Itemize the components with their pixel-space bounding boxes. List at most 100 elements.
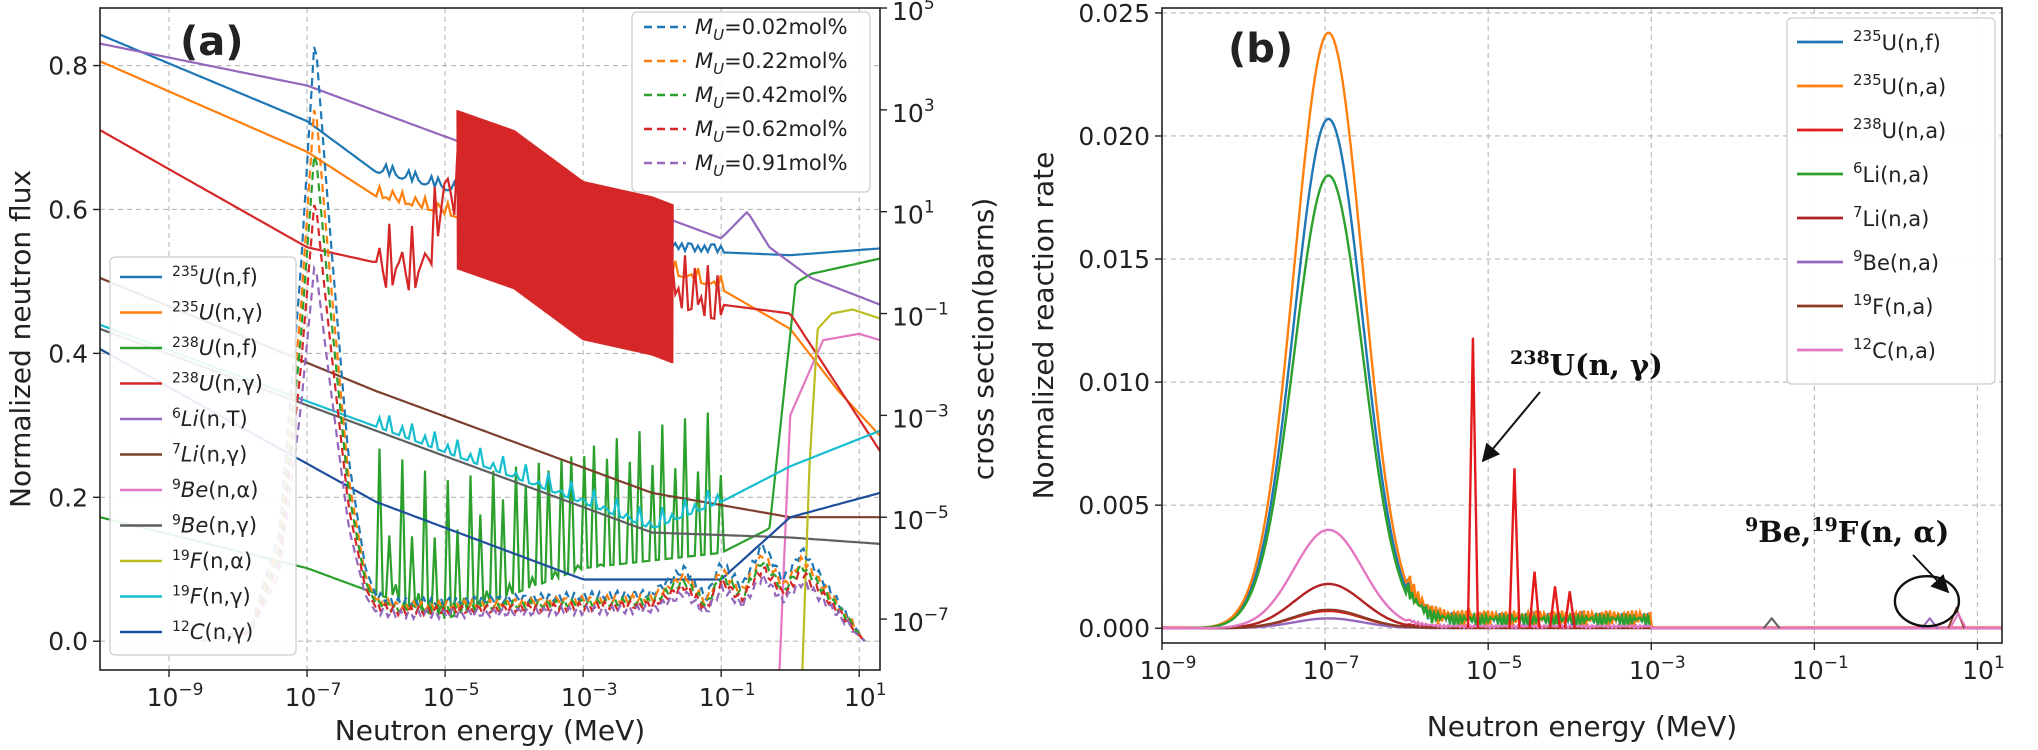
b-x-tick-label-1: 10−7 [1303,653,1360,685]
a-flux-curve-0 [201,46,866,643]
b-plot-area [1162,31,2002,631]
a-cross-section-curve-8 [801,308,880,670]
a-legend-flux: MU=0.02mol%MU=0.22mol%MU=0.42mol%MU=0.62… [631,11,871,193]
b-x-tick-label-2: 10−5 [1466,653,1523,685]
a-legend-cs-label-9: 19F(n,γ) [172,584,251,609]
b-annotation-u238-text: U(n, γ) [1550,348,1663,382]
b-annotation-be-f: 9Be,19F(n, α) [1745,514,1949,549]
a-legend-flux-label-1-sub: U [713,60,724,78]
a-y-axis-title: Normalized neutron flux [4,170,37,508]
b-resonance-peak-1 [1508,468,1521,629]
b-x-tick-label-2-base: 10 [1466,656,1498,685]
a-legend-flux-label-2: MU=0.42mol% [695,83,848,112]
b-legend-label-3-reaction: (n,a) [1880,163,1929,187]
a-legend-cs-label-0-mass: 235 [172,264,199,280]
a-y2-tick-label-4: 10−3 [892,401,949,433]
b-high-energy-bump-3 [1949,611,1968,629]
a-y-tick-label-3: 0.6 [48,195,88,224]
a-legend-cs-label-6-reaction: (n,α) [208,478,258,502]
b-resonance-peak-0 [1466,337,1480,629]
a-y2-tick-label-1-exp: 3 [924,96,935,116]
b-legend-label-6-mass: 19 [1853,291,1872,309]
a-legend-flux-label-4-sub: U [713,162,724,180]
a-y2-tick-label-0-base: 10 [892,0,924,26]
a-legend-cs-label-2-element: U [199,336,214,360]
a-legend-flux-label-4-suffix: =0.91mol% [724,151,847,175]
a-legend-cs-label-5-element: Li [181,443,199,467]
b-y-tick-label-1: 0.005 [1078,491,1150,520]
a-flux-curve-1 [201,109,866,643]
b-axes-frame [1161,7,2003,644]
a-y2-axis-title: cross section(barns) [967,198,1000,480]
a-legend-flux-label-1-prefix: M [695,49,713,73]
b-legend-label-1-reaction: (n,a) [1897,75,1946,99]
a-y2-tick-label-2-exp: 1 [924,198,935,218]
a-legend-cs-label-4-mass: 6 [172,406,181,422]
b-legend-label-0: 235U(n,f) [1853,27,1941,55]
a-legend-cs-label-2-reaction: (n,f) [214,336,258,360]
a-y2-tick-label-2-base: 10 [892,201,924,230]
a-legend-cs-label-7-reaction: (n,γ) [208,514,257,538]
b-high-energy-bump-0 [1762,616,1781,629]
a-y2-tick-label-2: 101 [892,198,935,230]
b-series-curve-7 [1162,528,2002,631]
b-legend-label-0-mass: 235 [1853,27,1882,45]
a-legend-flux-label-0-suffix: =0.02mol% [724,15,847,39]
panel-a-chart: 10−9 10−7 10−5 10−3 10−1 1010.00.20.40.60.810… [4,0,1000,747]
a-x-tick-label-5-base: 10 [844,683,876,712]
b-legend-label-7: 12C(n,a) [1853,335,1936,363]
a-y2-tick-label-4-base: 10 [892,404,924,433]
a-y-tick-label-0: 0.0 [48,627,88,656]
b-legend-box [1786,17,1996,385]
a-legend-cs-label-9-reaction: (n,γ) [202,585,251,609]
a-legend-cs-label-6-element: Be [181,478,208,502]
b-legend: 235U(n,f)235U(n,a)238U(n,a)6Li(n,a)7Li(n… [1786,17,1996,385]
a-legend-cs-label-8-mass: 19 [172,548,190,564]
a-x-tick-label-2-base: 10 [423,683,455,712]
a-x-tick-label-3-exp: −3 [593,680,618,700]
a-legend-flux-label-0-sub: U [713,26,724,44]
b-annotation-u238: 238U(n, γ) [1510,347,1663,382]
a-x-tick-label-1-base: 10 [285,683,317,712]
a-legend-cross-sections: 235U(n,f)235U(n,γ)238U(n,f)238U(n,γ)6Li(… [109,256,297,656]
panel-b-chart: 10−9 10−7 10−5 10−3 10−1 1010.0000.0050.0100.… [1027,0,2005,743]
b-annotation-u238-mass: 238 [1510,347,1550,369]
b-legend-label-3: 6Li(n,a) [1853,159,1929,187]
b-annotation-be-mass: 9 [1745,514,1758,536]
b-legend-label-1-mass: 235 [1853,71,1882,89]
a-y2-tick-label-6-exp: −7 [924,605,949,625]
b-legend-label-0-reaction: (n,f) [1897,31,1941,55]
b-x-tick-label-0-exp: −9 [1171,653,1196,673]
a-legend-cs-label-0-element: U [199,265,214,289]
a-legend-flux-label-3-prefix: M [695,117,713,141]
a-flux-curve-3 [201,204,866,643]
a-legend-cs-label-4-reaction: (n,T) [198,407,247,431]
b-legend-label-5-mass: 9 [1853,247,1863,265]
a-y2-tick-label-1: 103 [892,96,935,128]
a-y2-tick-label-0: 105 [892,0,935,26]
a-x-tick-label-1-exp: −7 [316,680,341,700]
a-legend-flux-label-0-prefix: M [695,15,713,39]
a-x-tick-label-3-base: 10 [561,683,593,712]
a-axes-frame [99,7,881,671]
b-x-tick-label-3-base: 10 [1629,656,1661,685]
b-legend-label-3-element: Li [1863,163,1881,187]
a-y-tick-label-2: 0.4 [48,339,88,368]
a-y2-tick-label-4-exp: −3 [924,401,949,421]
a-legend-flux-label-2-sub: U [713,94,724,112]
a-legend-cs-label-2-mass: 238 [172,335,199,351]
a-legend-cs-box [109,256,297,656]
b-legend-label-1: 235U(n,a) [1853,71,1946,99]
a-legend-cs-label-8: 19F(n,α) [172,548,252,573]
b-x-tick-label-4-base: 10 [1792,656,1824,685]
b-resonance-peak-4 [1563,591,1576,629]
a-legend-flux-label-4: MU=0.91mol% [695,151,848,180]
b-legend-label-5-reaction: (n,a) [1890,251,1939,275]
a-x-tick-label-4: 10−1 [699,680,756,712]
a-legend-cs-label-6-mass: 9 [172,477,181,493]
a-legend-cs-label-6: 9Be(n,α) [172,477,258,502]
a-legend-cs-label-2: 238U(n,f) [172,335,258,360]
a-y2-tick-label-5-base: 10 [892,506,924,535]
a-legend-cs-label-3-mass: 238 [172,371,199,387]
b-x-tick-label-0: 10−9 [1140,653,1197,685]
